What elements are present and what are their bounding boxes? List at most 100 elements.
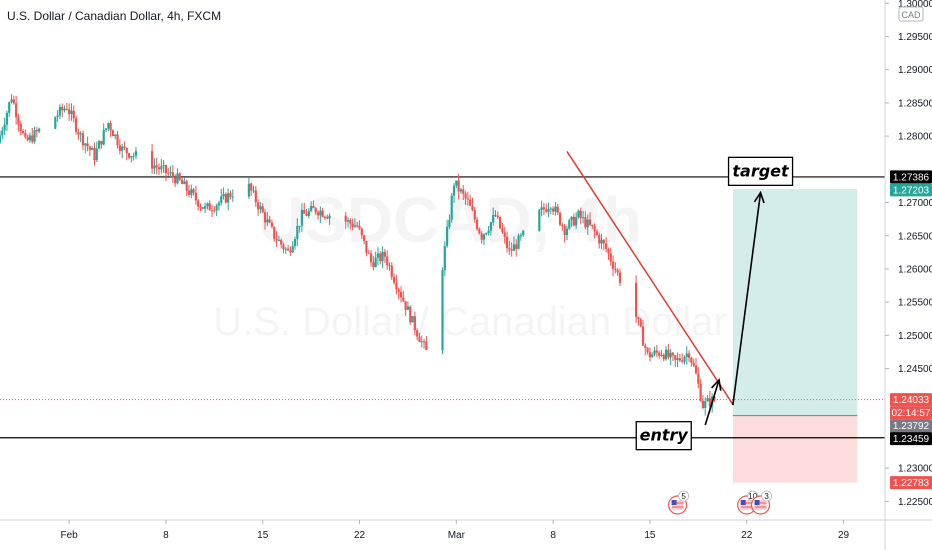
candle	[1, 126, 4, 140]
y-tick-label: 1.27000	[898, 198, 932, 209]
x-tick-label: 22	[354, 530, 366, 541]
currency-label: CAD	[901, 10, 921, 20]
candle	[588, 212, 592, 227]
arrow[interactable]	[732, 190, 765, 406]
x-tick-label: 15	[257, 530, 269, 541]
candle	[277, 235, 280, 241]
candle	[98, 139, 101, 149]
candle	[503, 226, 506, 244]
candle	[452, 183, 456, 204]
candle	[93, 142, 96, 166]
x-tick-label: 8	[550, 530, 556, 541]
candle	[404, 301, 407, 316]
candle	[581, 210, 585, 224]
candle	[648, 347, 652, 362]
candle	[558, 211, 562, 227]
candle	[517, 233, 520, 250]
candle	[312, 200, 315, 209]
annotation-entry[interactable]: entry	[635, 421, 692, 451]
price-badge: 1.23459	[890, 432, 932, 446]
event-flag-icon[interactable]: 5	[667, 490, 689, 515]
candle	[194, 185, 197, 205]
candle	[466, 191, 469, 206]
candle	[591, 224, 594, 229]
x-tick-label: Feb	[61, 530, 79, 541]
candle	[344, 211, 347, 229]
candle	[79, 131, 82, 143]
candle	[247, 177, 251, 199]
event-flag-icon[interactable]: 10	[737, 490, 759, 515]
y-tick-label: 1.26500	[898, 231, 932, 242]
candle	[425, 336, 428, 351]
candle	[360, 227, 363, 239]
annotation-label: entry	[640, 426, 689, 445]
y-tick-label: 1.26000	[898, 264, 932, 275]
time-axis[interactable]: Feb 8 15 22 Mar 8 15 22 29	[61, 520, 850, 541]
candle	[697, 366, 700, 389]
candle	[556, 203, 559, 216]
candle-series[interactable]	[0, 94, 716, 416]
candle	[303, 202, 306, 215]
price-axis[interactable]: 1.30000 1.29500 1.29000 1.28500 1.28000 1.270…	[885, 0, 932, 508]
candle	[646, 347, 649, 355]
candle	[568, 218, 571, 230]
currency-box[interactable]: CAD	[898, 6, 924, 22]
candle	[510, 242, 513, 257]
candle	[95, 141, 98, 163]
stop-zone[interactable]	[732, 415, 858, 483]
candle	[10, 94, 13, 104]
candle	[565, 225, 569, 241]
candle	[501, 222, 504, 235]
candle	[12, 95, 15, 105]
candle	[611, 255, 615, 277]
candle	[132, 152, 135, 161]
candle	[598, 232, 601, 249]
profit-zone[interactable]	[732, 189, 858, 416]
candle	[674, 354, 677, 367]
candle	[688, 350, 691, 363]
candle	[171, 165, 174, 183]
candle	[227, 188, 230, 211]
arrow[interactable]	[704, 378, 722, 426]
y-tick-label: 1.30000	[898, 0, 932, 10]
candle	[388, 262, 391, 271]
candle	[17, 113, 20, 132]
candle	[413, 311, 416, 336]
trendline[interactable]	[566, 151, 734, 405]
candle	[644, 343, 647, 356]
candle	[273, 226, 276, 242]
candle	[609, 247, 612, 266]
candle	[250, 182, 253, 197]
candle	[217, 200, 221, 211]
candle	[496, 211, 499, 219]
candle	[616, 268, 619, 277]
candle	[296, 218, 299, 246]
candle	[367, 250, 370, 254]
candle	[685, 346, 688, 365]
candle	[416, 328, 419, 341]
price-badge-label: 1.27386	[893, 172, 930, 183]
candle	[471, 197, 474, 212]
candle	[316, 210, 320, 220]
annotation-target[interactable]: target	[727, 156, 794, 186]
candle	[399, 286, 403, 303]
candle	[19, 120, 22, 136]
event-flag-icon[interactable]: 3	[750, 490, 772, 515]
candle	[224, 192, 227, 204]
candle	[584, 211, 587, 230]
candle	[393, 273, 396, 285]
candle	[443, 241, 446, 277]
price-badge-label: 1.24033	[893, 395, 930, 406]
candle	[26, 134, 29, 142]
candle	[257, 199, 260, 216]
candle	[61, 103, 64, 118]
candle	[346, 217, 350, 228]
candle	[459, 187, 463, 195]
candle	[651, 352, 654, 358]
y-tick-label: 1.23000	[898, 464, 932, 475]
candle	[65, 102, 68, 111]
candle	[409, 305, 412, 325]
candle	[118, 139, 121, 155]
candle	[699, 378, 702, 402]
